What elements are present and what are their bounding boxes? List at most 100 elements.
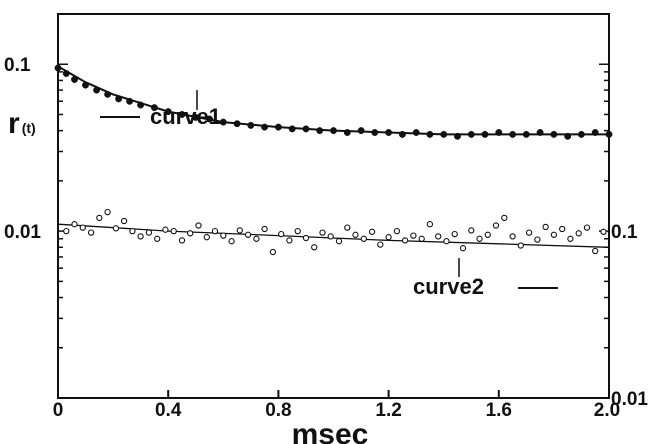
curve2-point [163, 227, 168, 232]
curve2-point [303, 235, 308, 240]
curve1-point [71, 76, 77, 82]
curve1-point [220, 119, 226, 125]
y-left-tick-label: 0.1 [4, 55, 31, 76]
curve1-point [248, 122, 254, 128]
curve1-point [137, 102, 143, 108]
curve2-point [568, 236, 573, 241]
curve1-point [126, 98, 132, 104]
curve2-point [386, 235, 391, 240]
x-tick-label: 1.2 [375, 400, 401, 421]
curve2-point [146, 230, 151, 235]
curve2-point [370, 229, 375, 234]
curve1-point [427, 131, 433, 137]
tick-marks [58, 14, 609, 398]
curve1-point [592, 129, 598, 135]
y-right-tick-label: 0.1 [611, 222, 638, 243]
curve2-point [212, 229, 217, 234]
curve1-point [358, 127, 364, 133]
curve2-point [419, 236, 424, 241]
curve1-point [317, 127, 323, 133]
curve1-label: curve1 [150, 104, 221, 129]
curve2-point [188, 231, 193, 236]
curve2-point [254, 236, 259, 241]
curve1-point [578, 131, 584, 137]
curve2-point [411, 233, 416, 238]
curve2-point [460, 246, 465, 251]
curve1-point [82, 82, 88, 88]
curve1-point [413, 129, 419, 135]
curve2-point [510, 234, 515, 239]
x-tick-label: 1.6 [486, 400, 512, 421]
x-tick-label: 0.8 [265, 400, 291, 421]
curve2-point [204, 235, 209, 240]
curve2-point [394, 229, 399, 234]
curve2-point [80, 225, 85, 230]
curve2-point [64, 229, 69, 234]
x-axis-title: msec [292, 418, 369, 444]
curve2-point [485, 232, 490, 237]
y-left-tick-label: 0.01 [4, 222, 41, 243]
curve2-point [262, 226, 267, 231]
curve2-point [295, 229, 300, 234]
curve2-point [312, 245, 317, 250]
curve1-point [289, 126, 295, 132]
curve1-point [344, 129, 350, 135]
y-axis-title: r (t) [8, 107, 36, 140]
curve2-point [221, 233, 226, 238]
curve2-point [361, 236, 366, 241]
curve2-point [336, 239, 341, 244]
curve2-point [105, 210, 110, 215]
curve2-point [576, 231, 581, 236]
curve2-point [427, 222, 432, 227]
curve1-point [441, 131, 447, 137]
curve2-point [171, 229, 176, 234]
curve1-point [565, 133, 571, 139]
curve1-point [385, 129, 391, 135]
curve1-point [551, 131, 557, 137]
curve2-point [560, 226, 565, 231]
curve2-point [502, 215, 507, 220]
annotation-curve2: curve2 [413, 258, 558, 299]
curve2-point [593, 248, 598, 253]
curve2-point [122, 218, 127, 223]
curve1-point [234, 121, 240, 127]
curve2-point [345, 225, 350, 230]
curve2-point [353, 232, 358, 237]
curve2-point [527, 230, 532, 235]
curve2-point [477, 236, 482, 241]
curve2-point [138, 234, 143, 239]
curve1-point [523, 131, 529, 137]
curve2-point [493, 223, 498, 228]
curve2-point [196, 223, 201, 228]
curve2-point [518, 243, 523, 248]
curve1-point [537, 129, 543, 135]
curve2-point [320, 230, 325, 235]
curve2-point [179, 238, 184, 243]
curve2-point [601, 229, 606, 234]
x-tick-label: 0.4 [155, 400, 182, 421]
data-series [55, 65, 612, 255]
curve1-point [468, 131, 474, 137]
curve2-point [130, 229, 135, 234]
curve2-point [279, 232, 284, 237]
curve2-point [444, 239, 449, 244]
curve2-point [535, 237, 540, 242]
curve1-point [482, 131, 488, 137]
curve1-point [104, 91, 110, 97]
curve1-point [509, 131, 515, 137]
curve2-point [543, 224, 548, 229]
curve2-point [378, 242, 383, 247]
curve2-point [155, 236, 160, 241]
plot-frame [58, 14, 609, 398]
curve2-point [246, 232, 251, 237]
curve2-point [72, 222, 77, 227]
curve2-point [237, 228, 242, 233]
y-right-tick-label: 0.01 [611, 389, 648, 410]
curve1-fit-line [58, 66, 609, 134]
curve1-point [275, 124, 281, 130]
curve1-point [63, 70, 69, 76]
curve2-point [287, 238, 292, 243]
curve1-point [261, 124, 267, 130]
curve2-point [452, 232, 457, 237]
curve2-point [97, 215, 102, 220]
